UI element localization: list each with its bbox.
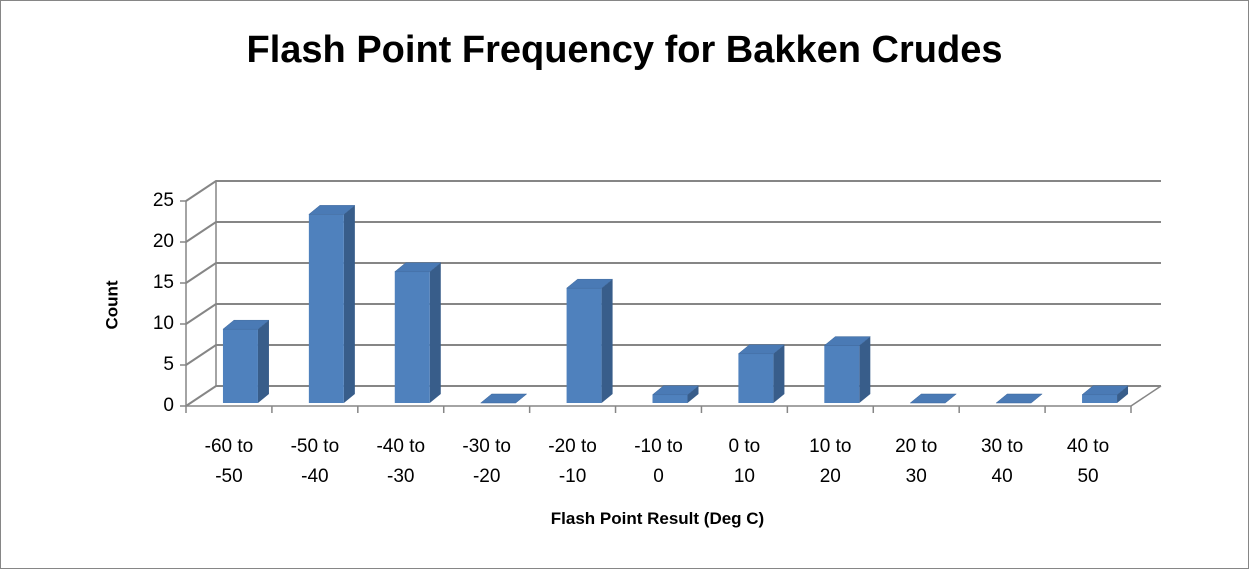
bar bbox=[995, 393, 1043, 404]
x-tick-label: 10 to 20 bbox=[809, 436, 852, 487]
bar-front bbox=[652, 394, 688, 403]
x-tick-label: 0 to 10 bbox=[728, 436, 761, 487]
bar-top bbox=[651, 385, 700, 396]
bar-side bbox=[687, 385, 699, 403]
bar bbox=[909, 393, 957, 404]
x-tick-label: -20 to -10 bbox=[548, 436, 597, 487]
grid-line bbox=[185, 180, 1161, 202]
back-wall-edge bbox=[185, 201, 1162, 407]
bar-front bbox=[394, 271, 430, 403]
bar bbox=[823, 336, 872, 403]
bar-top bbox=[995, 393, 1043, 404]
grid-line bbox=[185, 262, 1161, 284]
x-tick-label: 20 to 30 bbox=[895, 436, 938, 487]
bar-side bbox=[773, 344, 785, 403]
bar bbox=[737, 344, 786, 403]
grid-line bbox=[185, 221, 1161, 243]
bar-side bbox=[601, 279, 613, 403]
y-tick-label: 5 bbox=[163, 354, 174, 375]
bar-side bbox=[257, 320, 269, 403]
bar bbox=[565, 278, 614, 403]
bar-top bbox=[479, 393, 528, 404]
y-tick-label: 0 bbox=[163, 395, 174, 416]
bar-top bbox=[308, 205, 356, 215]
x-tick-label: -50 to -40 bbox=[290, 436, 340, 487]
x-tick-label: -10 to 0 bbox=[634, 436, 683, 487]
y-tick-label: 20 bbox=[153, 231, 174, 252]
bar-front bbox=[222, 329, 258, 403]
bar bbox=[308, 205, 356, 403]
bar-front bbox=[308, 214, 344, 403]
bar bbox=[222, 319, 270, 403]
x-axis-title: Flash Point Result (Deg C) bbox=[550, 509, 765, 528]
bar bbox=[394, 262, 442, 403]
bar-side bbox=[429, 262, 441, 403]
grid-line bbox=[185, 303, 1161, 325]
bar-side bbox=[1117, 385, 1129, 403]
x-tick-label: 30 to 40 bbox=[980, 436, 1024, 487]
x-tick-label: 40 to 50 bbox=[1066, 436, 1110, 487]
bar-front bbox=[566, 288, 602, 403]
bar-top bbox=[394, 262, 442, 273]
bar-top bbox=[565, 278, 614, 289]
bar bbox=[479, 393, 528, 404]
bar-front bbox=[824, 345, 860, 403]
bar-top bbox=[222, 319, 270, 330]
bar-top bbox=[823, 336, 872, 346]
bar bbox=[651, 385, 700, 403]
bar-side bbox=[343, 205, 355, 403]
y-tick-label: 25 bbox=[153, 190, 174, 211]
x-tick-label: -60 to -50 bbox=[204, 436, 254, 487]
chart-title: Flash Point Frequency for Bakken Crudes bbox=[246, 29, 1003, 71]
y-axis-title: Count bbox=[102, 280, 121, 329]
bar-front bbox=[1082, 394, 1118, 403]
bar bbox=[1081, 385, 1129, 403]
bar-side bbox=[859, 336, 871, 403]
bar-top bbox=[1081, 385, 1129, 396]
y-tick-label: 15 bbox=[153, 272, 174, 293]
x-tick-label: -30 to -20 bbox=[462, 436, 511, 487]
bar-top bbox=[909, 393, 957, 404]
bar-top bbox=[737, 344, 786, 355]
y-tick-label: 10 bbox=[153, 313, 174, 334]
bar-front bbox=[738, 353, 774, 403]
x-tick-label: -40 to -30 bbox=[376, 436, 426, 487]
